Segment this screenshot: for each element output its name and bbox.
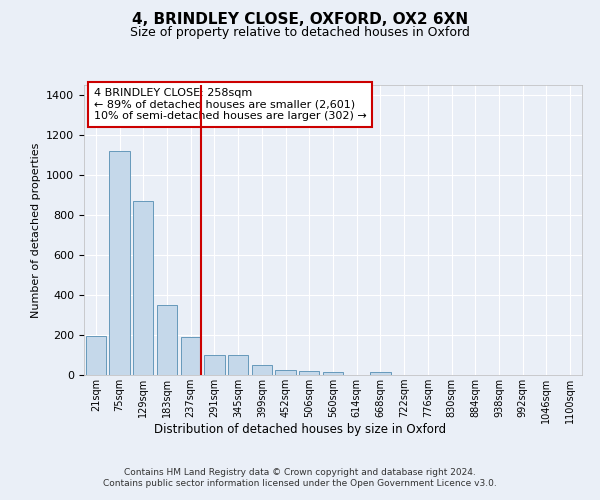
Bar [157,305,177,375]
Text: 4, BRINDLEY CLOSE, OXFORD, OX2 6XN: 4, BRINDLEY CLOSE, OXFORD, OX2 6XN [132,12,468,28]
Text: 4 BRINDLEY CLOSE: 258sqm
← 89% of detached houses are smaller (2,601)
10% of sem: 4 BRINDLEY CLOSE: 258sqm ← 89% of detach… [94,88,367,121]
Bar [370,372,391,375]
Bar [86,336,106,375]
Bar [205,355,224,375]
Bar [133,201,154,375]
Bar [252,365,272,375]
Text: Size of property relative to detached houses in Oxford: Size of property relative to detached ho… [130,26,470,39]
Bar [181,337,201,375]
Text: Contains HM Land Registry data © Crown copyright and database right 2024.
Contai: Contains HM Land Registry data © Crown c… [103,468,497,487]
Bar [323,372,343,375]
Y-axis label: Number of detached properties: Number of detached properties [31,142,41,318]
Bar [275,370,296,375]
Bar [299,372,319,375]
Bar [109,151,130,375]
Text: Distribution of detached houses by size in Oxford: Distribution of detached houses by size … [154,422,446,436]
Bar [228,355,248,375]
